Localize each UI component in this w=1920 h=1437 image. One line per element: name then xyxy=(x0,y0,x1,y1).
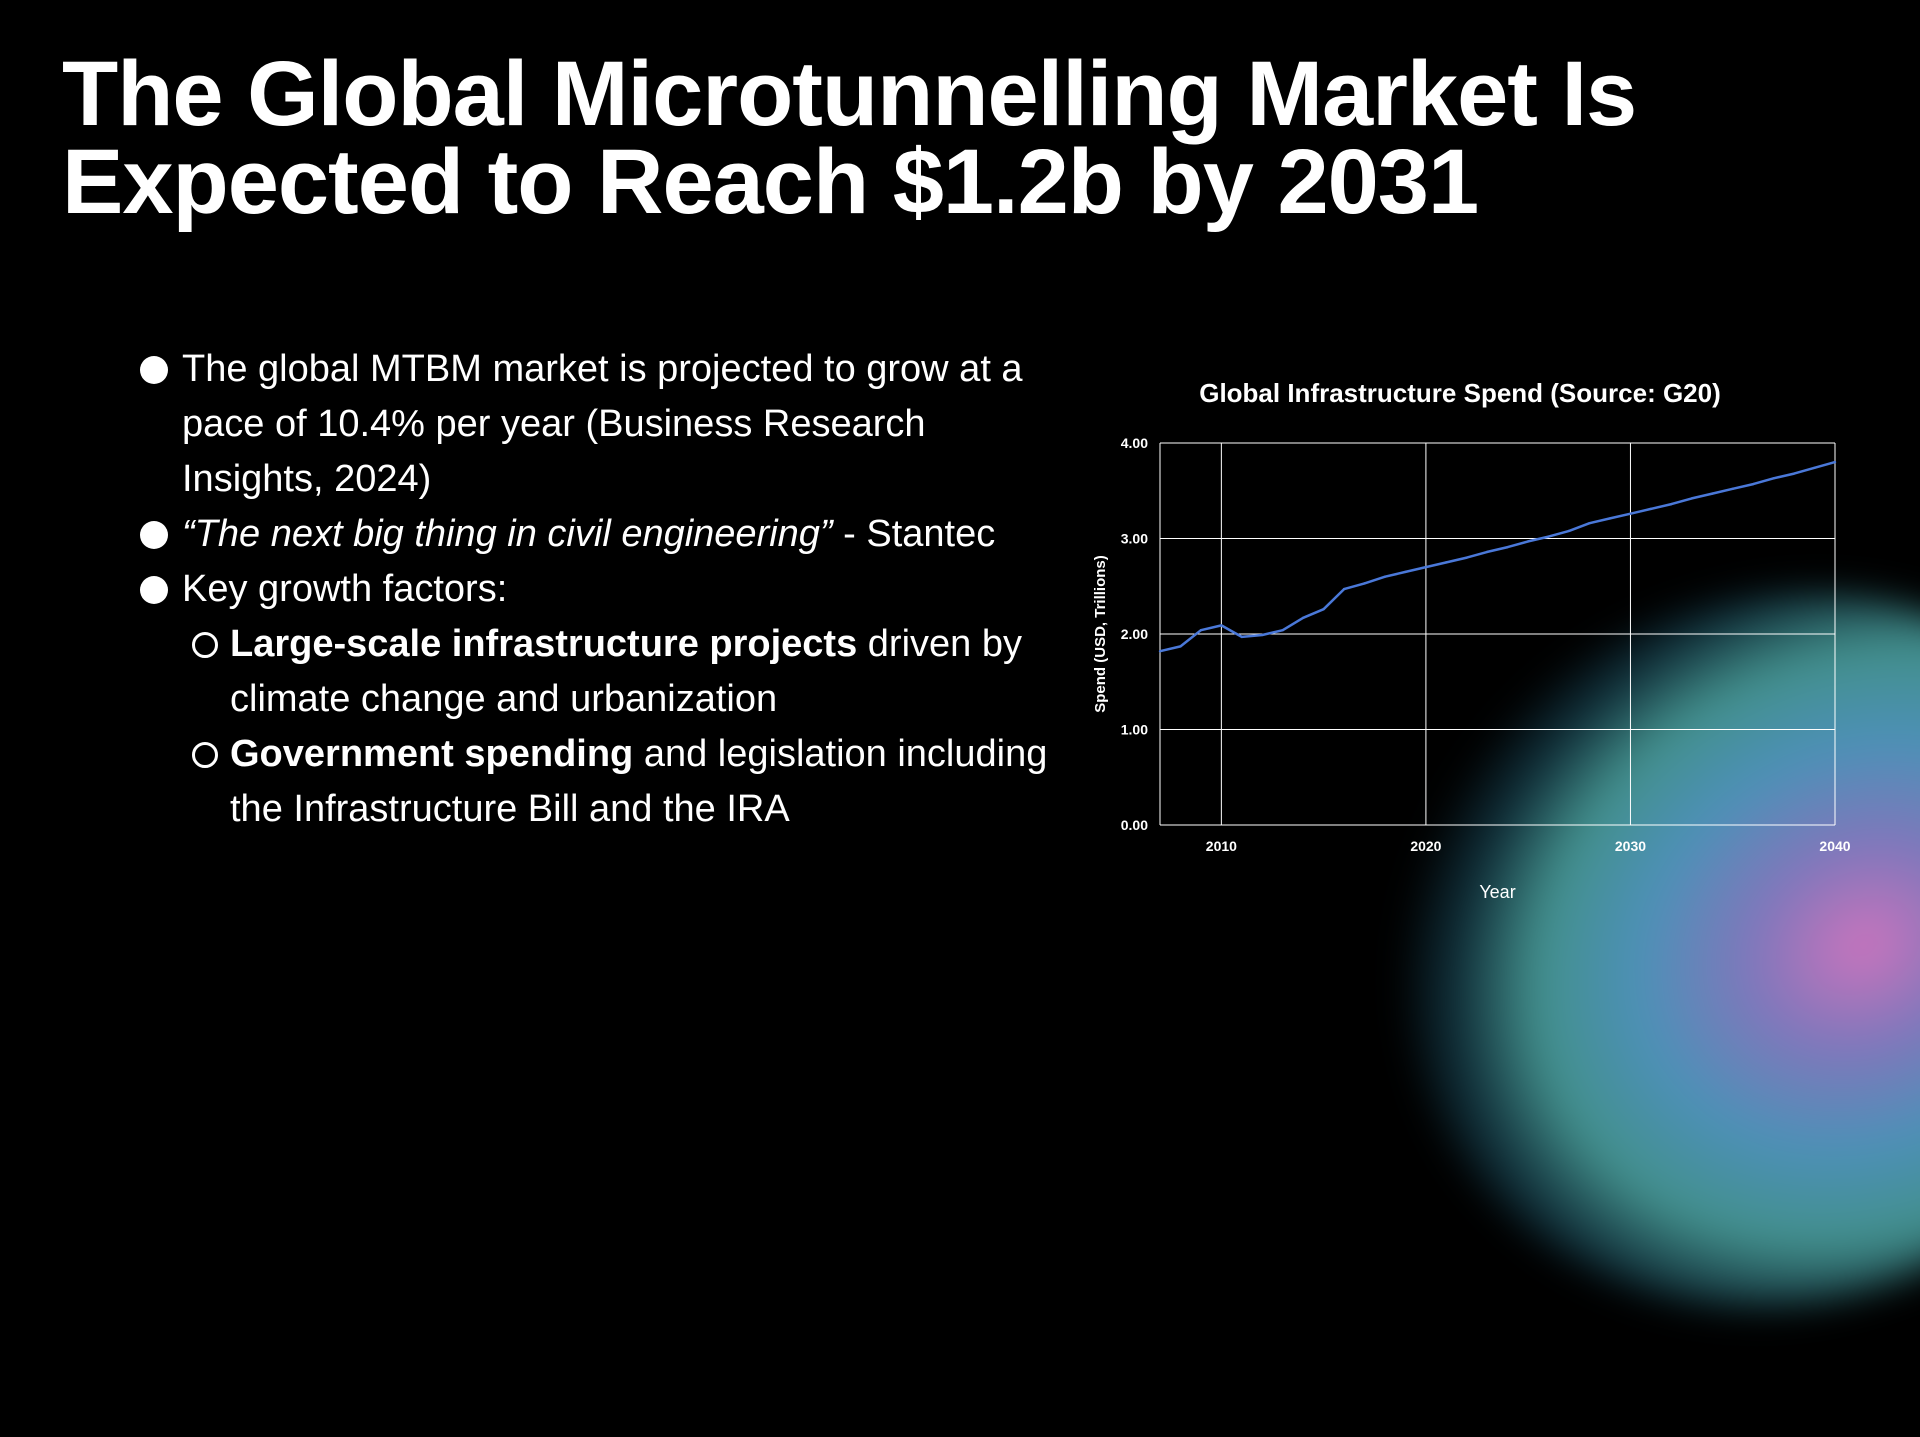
bullet-text: Key growth factors: xyxy=(182,568,508,610)
bullet-dot-icon xyxy=(140,576,168,604)
data-point xyxy=(1833,460,1837,464)
data-point xyxy=(1240,635,1244,639)
data-point xyxy=(1526,540,1530,543)
bullet-text: The global MTBM market is projected to g… xyxy=(182,348,1023,500)
x-axis-label: Year xyxy=(1479,882,1515,902)
data-point xyxy=(1731,487,1734,491)
y-tick-label: 0.00 xyxy=(1121,817,1148,833)
bullet-dot-icon xyxy=(140,356,168,384)
data-point xyxy=(1690,497,1694,500)
sub-bullet-infrastructure: Large-scale infrastructure projects driv… xyxy=(140,617,1070,727)
chart-grid xyxy=(1159,442,1836,826)
sub-bullet-ring-icon xyxy=(192,632,218,658)
y-axis-ticks: 0.00 1.00 2.00 3.00 4.00 xyxy=(1121,435,1148,833)
data-point xyxy=(1322,607,1325,611)
bullet-item-factors: Key growth factors: xyxy=(140,562,1070,617)
data-point xyxy=(1383,575,1387,578)
x-axis-ticks: 2010 2020 2030 2040 xyxy=(1206,838,1851,854)
chart-title: Global Infrastructure Spend (Source: G20… xyxy=(1199,378,1721,408)
bullet-attribution: - Stantec xyxy=(832,513,996,555)
x-tick-label: 2020 xyxy=(1410,838,1441,854)
sub-bullet-ring-icon xyxy=(192,742,218,768)
x-tick-label: 2030 xyxy=(1615,838,1646,854)
bullet-item-quote: “The next big thing in civil engineering… xyxy=(140,507,1070,562)
sub-bullet-bold: Government spending xyxy=(230,733,634,775)
data-point xyxy=(1179,645,1182,648)
data-point xyxy=(1281,628,1284,632)
data-point xyxy=(1751,482,1755,486)
data-point xyxy=(1404,570,1407,574)
data-point xyxy=(1649,507,1653,511)
bullet-quote: “The next big thing in civil engineering… xyxy=(182,513,833,555)
data-point xyxy=(1301,616,1305,619)
data-point xyxy=(1547,535,1550,538)
data-point xyxy=(1363,582,1366,585)
data-point xyxy=(1629,512,1632,515)
slide-title: The Global Microtunnelling Market Is Exp… xyxy=(62,48,1862,228)
data-point xyxy=(1813,466,1816,470)
sub-bullet-text: and legislation including the Infrastruc… xyxy=(230,733,1048,830)
data-point xyxy=(1608,517,1612,520)
title-line-1: The Global Microtunnelling Market Is xyxy=(62,43,1637,145)
sub-bullet-bold: Large-scale infrastructure projects xyxy=(230,623,858,665)
bullet-item-growth: The global MTBM market is projected to g… xyxy=(140,342,1070,507)
data-point xyxy=(1465,556,1469,559)
data-point xyxy=(1711,492,1714,495)
data-point xyxy=(1158,649,1162,653)
y-tick-label: 1.00 xyxy=(1121,722,1148,738)
infrastructure-spend-chart: Global Infrastructure Spend (Source: G20… xyxy=(1060,360,1880,920)
data-point xyxy=(1261,633,1264,637)
y-axis-label: Spend (USD, Trillions) xyxy=(1092,555,1109,713)
series-points xyxy=(1158,460,1837,653)
series-line xyxy=(1159,460,1836,653)
y-tick-label: 4.00 xyxy=(1121,435,1148,451)
title-line-2: Expected to Reach $1.2b by 2031 xyxy=(62,131,1479,233)
data-point xyxy=(1670,502,1673,506)
x-tick-label: 2010 xyxy=(1206,838,1237,854)
chart-plot: 0.00 1.00 2.00 3.00 4.00 2010 2020 2030 2040 Ye… xyxy=(1092,435,1851,902)
x-tick-label: 2040 xyxy=(1819,838,1850,854)
data-point xyxy=(1506,545,1509,549)
data-point xyxy=(1792,472,1796,475)
data-point xyxy=(1772,477,1775,480)
sub-bullet-text: driven by climate change and urbanizatio… xyxy=(230,623,1022,720)
sub-bullet-government: Government spending and legislation incl… xyxy=(140,727,1070,837)
data-point xyxy=(1220,624,1223,627)
data-point xyxy=(1199,628,1203,632)
y-tick-label: 2.00 xyxy=(1121,626,1148,642)
data-point xyxy=(1588,522,1591,525)
data-point xyxy=(1342,587,1346,591)
data-point xyxy=(1486,550,1489,554)
bullet-dot-icon xyxy=(140,521,168,549)
data-point xyxy=(1445,561,1448,564)
data-point xyxy=(1424,565,1428,569)
bullet-list: The global MTBM market is projected to g… xyxy=(140,342,1070,837)
y-tick-label: 3.00 xyxy=(1121,531,1148,547)
data-point xyxy=(1567,529,1571,533)
